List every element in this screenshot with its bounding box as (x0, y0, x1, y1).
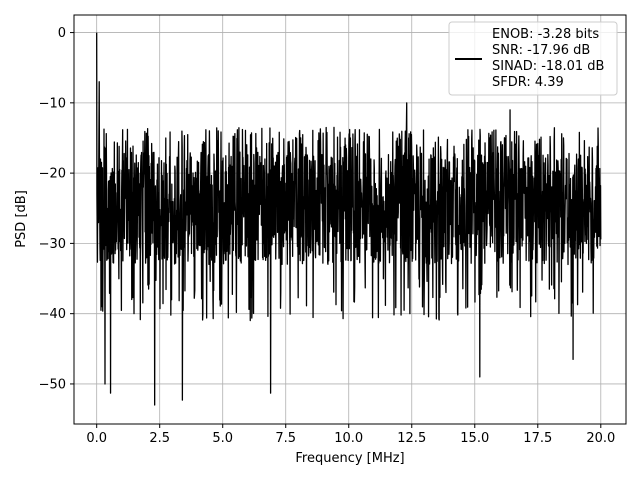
y-tick-label: −40 (39, 307, 66, 322)
legend-sfdr: SFDR: 4.39 (492, 75, 564, 90)
y-tick-label: −50 (39, 377, 66, 392)
psd-series-line (96, 32, 602, 406)
legend: ENOB: -3.28 bits SNR: -17.96 dB SINAD: -… (448, 21, 618, 96)
y-axis-label: PSD [dB] (14, 190, 29, 248)
legend-box (448, 21, 618, 96)
ticks: 0.0 2.5 5.0 7.5 10.0 12.5 15.0 17.5 20.0 0 −10 −20 −… (39, 26, 616, 446)
y-tick-label: −30 (39, 237, 66, 252)
x-tick-label: 5.0 (212, 431, 233, 446)
x-tick-label: 15.0 (460, 431, 489, 446)
y-tick-label: −10 (39, 96, 66, 111)
x-tick-label: 20.0 (586, 431, 615, 446)
plot-frame (73, 14, 627, 425)
y-tick-label: −20 (39, 167, 66, 182)
x-tick-label: 0.0 (86, 431, 107, 446)
x-tick-label: 10.0 (334, 431, 363, 446)
legend-enob: ENOB: -3.28 bits (492, 27, 599, 42)
psd-trace (96, 32, 602, 406)
x-tick-label: 7.5 (275, 431, 296, 446)
x-tick-label: 17.5 (523, 431, 552, 446)
y-tick-label: 0 (58, 26, 66, 41)
legend-sinad: SINAD: -18.01 dB (492, 59, 604, 74)
x-axis-label: Frequency [MHz] (295, 451, 404, 466)
x-tick-label: 2.5 (149, 431, 170, 446)
legend-snr: SNR: -17.96 dB (492, 43, 590, 58)
x-tick-label: 12.5 (397, 431, 426, 446)
